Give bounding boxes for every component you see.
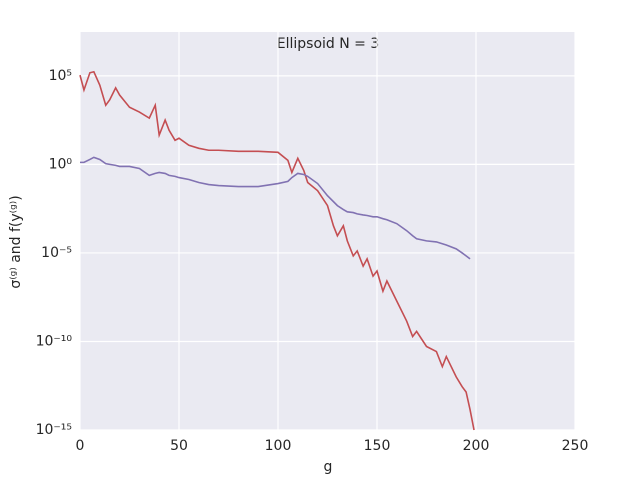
x-tick-label: 0 xyxy=(76,438,85,454)
y-tick-label: 10⁵ xyxy=(49,68,72,84)
x-tick-label: 250 xyxy=(562,438,589,454)
x-tick-label: 150 xyxy=(364,438,391,454)
x-axis-label: g xyxy=(324,459,333,475)
x-tick-label: 200 xyxy=(463,438,490,454)
y-tick-label: 10⁻⁵ xyxy=(41,245,72,261)
x-tick-label: 100 xyxy=(265,438,292,454)
y-tick-label: 10⁰ xyxy=(49,156,73,172)
x-tick-label: 50 xyxy=(170,438,188,454)
series-line xyxy=(79,70,475,431)
y-tick-label: 10⁻¹⁵ xyxy=(36,422,72,438)
y-axis-label: σ⁽ᵍ⁾ and f(y⁽ᵍ⁾) xyxy=(8,195,24,288)
chart-title: Ellipsoid N = 3 xyxy=(277,36,380,52)
plot-area xyxy=(80,32,575,430)
series-line xyxy=(80,156,471,260)
y-tick-label: 10⁻¹⁰ xyxy=(36,333,73,349)
